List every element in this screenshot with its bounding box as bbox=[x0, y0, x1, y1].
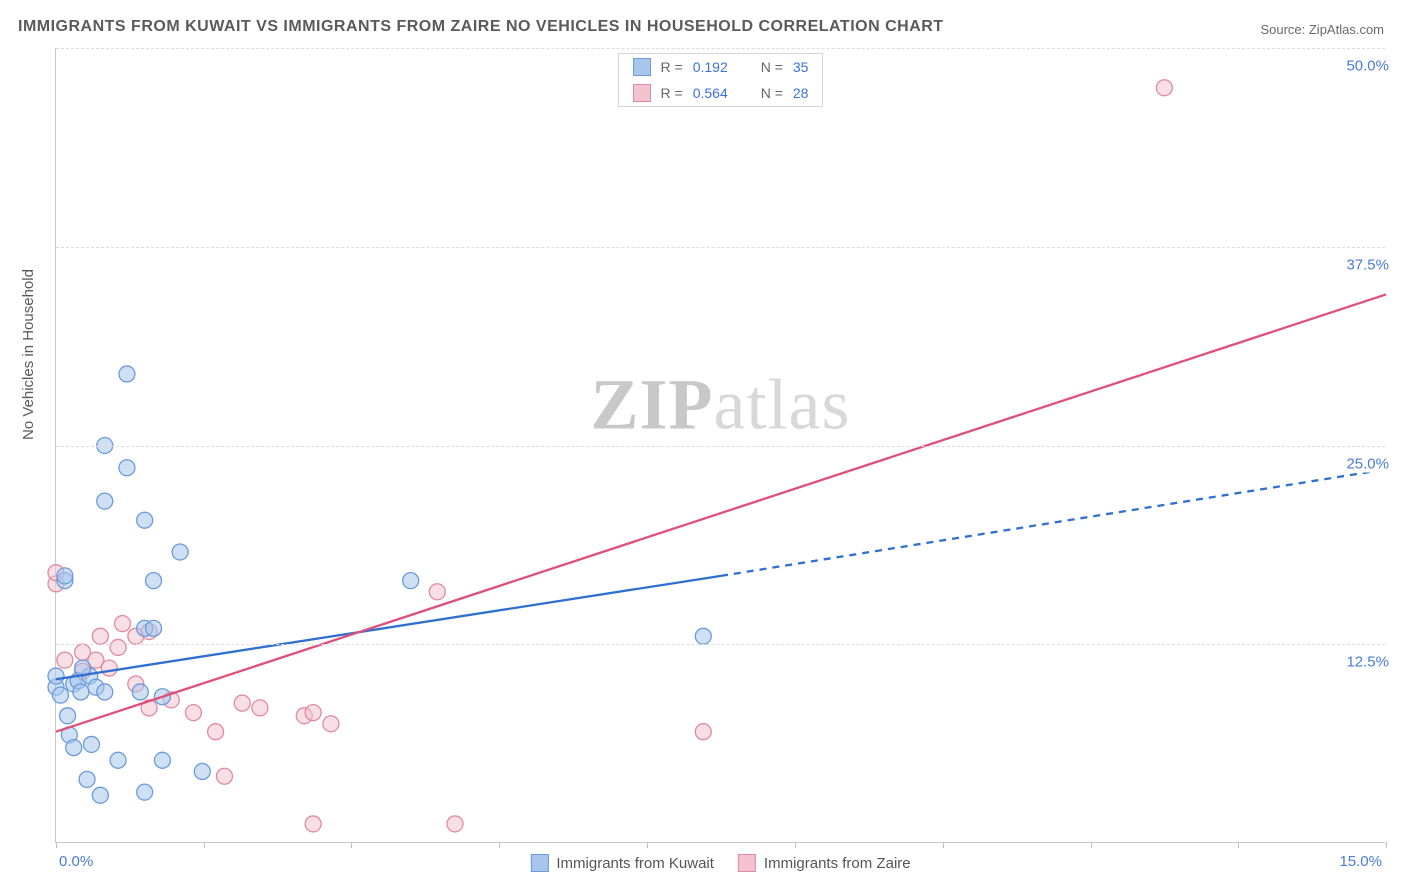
data-point bbox=[695, 628, 711, 644]
data-point bbox=[57, 568, 73, 584]
data-point bbox=[447, 816, 463, 832]
data-point bbox=[92, 787, 108, 803]
x-tick bbox=[943, 842, 944, 848]
legend-item-zaire: Immigrants from Zaire bbox=[738, 854, 911, 872]
data-point bbox=[1156, 80, 1172, 96]
source-label: Source: ZipAtlas.com bbox=[1260, 22, 1384, 37]
data-point bbox=[146, 620, 162, 636]
trend-line bbox=[56, 294, 1386, 731]
gridline bbox=[56, 247, 1385, 248]
data-point bbox=[119, 460, 135, 476]
y-tick-label: 25.0% bbox=[1340, 455, 1389, 472]
legend-row-kuwait: R = 0.192 N = 35 bbox=[619, 54, 823, 80]
data-point bbox=[110, 639, 126, 655]
data-point bbox=[101, 660, 117, 676]
legend-swatch-blue bbox=[633, 58, 651, 76]
legend-row-zaire: R = 0.564 N = 28 bbox=[619, 80, 823, 106]
data-point bbox=[73, 684, 89, 700]
y-tick-label: 50.0% bbox=[1340, 58, 1389, 75]
legend-item-kuwait: Immigrants from Kuwait bbox=[530, 854, 714, 872]
gridline bbox=[56, 446, 1385, 447]
x-tick bbox=[204, 842, 205, 848]
data-point bbox=[208, 724, 224, 740]
x-tick bbox=[351, 842, 352, 848]
data-point bbox=[154, 752, 170, 768]
x-max-label: 15.0% bbox=[1339, 853, 1382, 870]
r-value-kuwait: 0.192 bbox=[693, 59, 743, 75]
data-point bbox=[695, 724, 711, 740]
n-label: N = bbox=[761, 59, 783, 75]
x-tick bbox=[1091, 842, 1092, 848]
data-point bbox=[132, 684, 148, 700]
trend-line-dashed bbox=[721, 469, 1386, 576]
data-point bbox=[60, 708, 76, 724]
data-point bbox=[66, 740, 82, 756]
legend-label-kuwait: Immigrants from Kuwait bbox=[556, 855, 714, 872]
data-point bbox=[137, 512, 153, 528]
data-point bbox=[323, 716, 339, 732]
data-point bbox=[110, 752, 126, 768]
chart-title: IMMIGRANTS FROM KUWAIT VS IMMIGRANTS FRO… bbox=[18, 18, 944, 36]
correlation-legend: R = 0.192 N = 35 R = 0.564 N = 28 bbox=[618, 53, 824, 107]
r-label: R = bbox=[661, 85, 683, 101]
data-point bbox=[57, 652, 73, 668]
data-point bbox=[137, 784, 153, 800]
data-point bbox=[172, 544, 188, 560]
data-point bbox=[403, 573, 419, 589]
data-point bbox=[234, 695, 250, 711]
data-point bbox=[115, 616, 131, 632]
n-value-kuwait: 35 bbox=[793, 59, 809, 75]
data-point bbox=[305, 705, 321, 721]
x-tick bbox=[1386, 842, 1387, 848]
chart-plot-area: ZIPatlas R = 0.192 N = 35 R = 0.564 N = … bbox=[55, 48, 1385, 843]
r-label: R = bbox=[661, 59, 683, 75]
x-tick bbox=[647, 842, 648, 848]
data-point bbox=[97, 684, 113, 700]
x-tick bbox=[499, 842, 500, 848]
data-point bbox=[216, 768, 232, 784]
data-point bbox=[48, 668, 64, 684]
r-value-zaire: 0.564 bbox=[693, 85, 743, 101]
legend-swatch-pink bbox=[633, 84, 651, 102]
x-tick bbox=[795, 842, 796, 848]
data-point bbox=[92, 628, 108, 644]
data-point bbox=[119, 366, 135, 382]
series-legend: Immigrants from Kuwait Immigrants from Z… bbox=[530, 854, 910, 872]
data-point bbox=[185, 705, 201, 721]
data-point bbox=[79, 771, 95, 787]
data-point bbox=[146, 573, 162, 589]
gridline bbox=[56, 48, 1385, 49]
x-min-label: 0.0% bbox=[59, 853, 93, 870]
data-point bbox=[252, 700, 268, 716]
n-label: N = bbox=[761, 85, 783, 101]
legend-swatch-blue bbox=[530, 854, 548, 872]
y-axis-title: No Vehicles in Household bbox=[20, 269, 37, 440]
data-point bbox=[83, 736, 99, 752]
data-point bbox=[97, 493, 113, 509]
data-point bbox=[305, 816, 321, 832]
x-tick bbox=[1238, 842, 1239, 848]
y-tick-label: 37.5% bbox=[1340, 256, 1389, 273]
legend-swatch-pink bbox=[738, 854, 756, 872]
n-value-zaire: 28 bbox=[793, 85, 809, 101]
data-point bbox=[52, 687, 68, 703]
y-tick-label: 12.5% bbox=[1340, 654, 1389, 671]
x-tick bbox=[56, 842, 57, 848]
gridline bbox=[56, 644, 1385, 645]
legend-label-zaire: Immigrants from Zaire bbox=[764, 855, 911, 872]
data-point bbox=[194, 763, 210, 779]
data-point bbox=[429, 584, 445, 600]
